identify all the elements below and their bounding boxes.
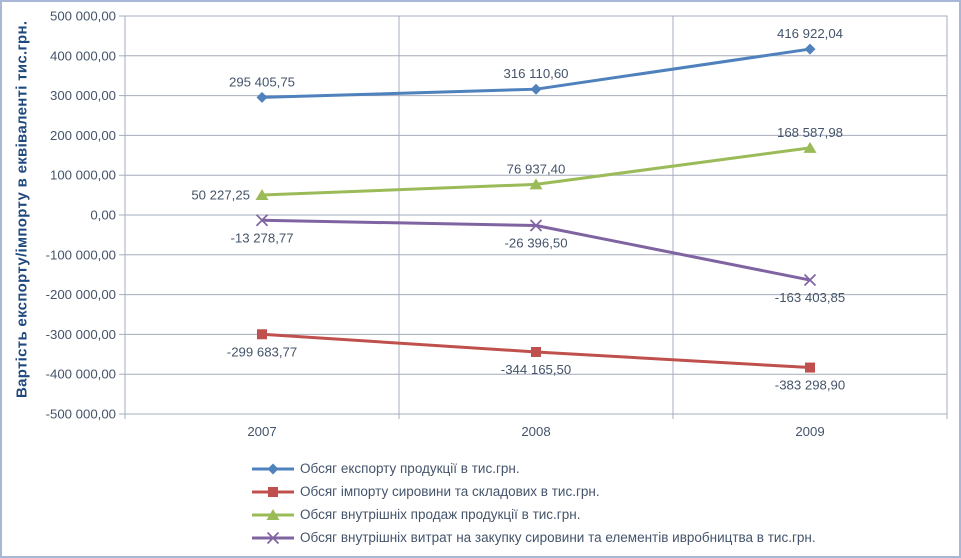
triangle-marker xyxy=(255,189,269,201)
legend-item: Обсяг експорту продукції в тис.грн. xyxy=(250,457,816,480)
square-marker xyxy=(805,362,815,373)
y-tick-label: -400 000,00 xyxy=(46,367,116,382)
data-label: -13 278,77 xyxy=(230,230,293,245)
square-marker xyxy=(257,329,267,340)
y-tick-label: -200 000,00 xyxy=(46,287,116,302)
data-label: 50 227,25 xyxy=(191,188,250,203)
y-tick-label: -300 000,00 xyxy=(46,327,116,342)
legend-item: Обсяг імпорту сировини та складових в ти… xyxy=(250,480,816,503)
x-marker xyxy=(529,219,543,232)
x-tick-label: 2009 xyxy=(795,424,824,439)
diamond-marker xyxy=(256,91,268,103)
series-0: 295 405,75 316 110,60 416 922,04 xyxy=(229,26,843,103)
chart-legend: Обсяг експорту продукції в тис.грн. Обсяг… xyxy=(250,457,816,549)
y-tick-label: 0,00 xyxy=(90,208,116,223)
data-label: -163 403,85 xyxy=(775,290,845,305)
legend-label: Обсяг внутрішніх продаж продукції в тис.… xyxy=(300,507,581,522)
diamond-marker xyxy=(530,83,542,95)
legend-marker-triangle xyxy=(252,508,294,520)
data-label: 295 405,75 xyxy=(229,74,295,89)
legend-label: Обсяг імпорту сировини та складових в ти… xyxy=(300,484,600,499)
series-2: 50 227,25 76 937,40 168 587,98 xyxy=(191,125,843,203)
y-tick-label: -100 000,00 xyxy=(46,247,116,262)
legend-item: Обсяг внутрішніх продаж продукції в тис.… xyxy=(250,503,816,526)
legend-marker-diamond xyxy=(252,463,294,474)
square-marker xyxy=(268,486,278,497)
data-label: 168 587,98 xyxy=(777,125,843,140)
y-tick-label: 500 000,00 xyxy=(50,9,116,24)
y-tick-label: -500 000,00 xyxy=(46,407,116,422)
legend-marker-x xyxy=(252,531,294,544)
line-chart-plot: 500 000,00 400 000,00 300 000,00 200 000,00… xyxy=(46,9,948,439)
data-label: 76 937,40 xyxy=(507,161,566,176)
x-marker xyxy=(255,214,269,227)
data-label: -383 298,90 xyxy=(775,378,845,393)
legend-label: Обсяг внутрішніх витрат на закупку сиров… xyxy=(300,530,816,545)
x-marker xyxy=(266,531,280,544)
x-tick-label: 2007 xyxy=(247,424,276,439)
data-label: 416 922,04 xyxy=(777,26,843,41)
square-marker xyxy=(531,346,541,357)
series-1: -299 683,77 -344 165,50 -383 298,90 xyxy=(227,329,845,393)
data-label: 316 110,60 xyxy=(503,66,568,81)
legend-label: Обсяг експорту продукції в тис.грн. xyxy=(300,461,520,476)
triangle-marker xyxy=(266,508,280,520)
legend-marker-square xyxy=(252,486,294,497)
legend-item: Обсяг внутрішніх витрат на закупку сиров… xyxy=(250,526,816,549)
triangle-marker xyxy=(803,141,817,153)
plot-border xyxy=(124,15,948,415)
diamond-marker xyxy=(804,43,816,55)
triangle-marker xyxy=(529,178,543,190)
y-tick-label: 100 000,00 xyxy=(50,168,116,183)
diamond-marker xyxy=(267,463,279,474)
y-tick-label: 300 000,00 xyxy=(50,88,116,103)
x-marker xyxy=(803,273,817,287)
y-tick-label: 200 000,00 xyxy=(50,128,116,143)
data-label: -26 396,50 xyxy=(504,236,567,251)
x-tick-label: 2008 xyxy=(521,424,550,439)
data-label: -299 683,77 xyxy=(227,344,297,359)
series-3: -13 278,77 -26 396,50 -163 403,85 xyxy=(230,214,845,305)
y-tick-label: 400 000,00 xyxy=(50,48,116,63)
data-label: -344 165,50 xyxy=(501,362,571,377)
